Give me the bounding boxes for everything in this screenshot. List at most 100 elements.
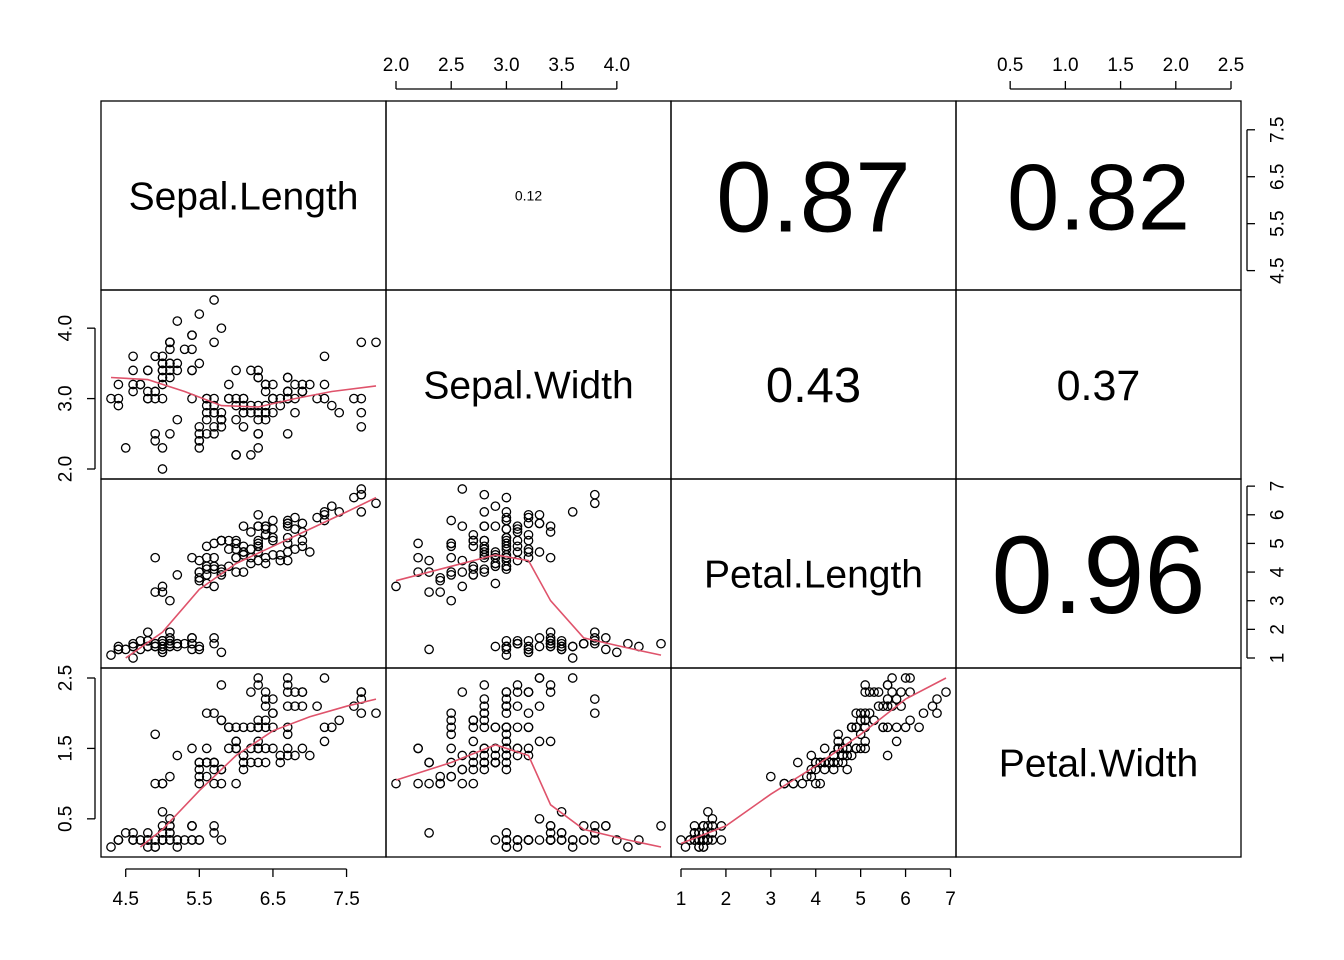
data-point [238,407,249,418]
data-point [501,750,512,761]
panel-frame [100,667,387,858]
data-point [253,715,264,726]
data-point [698,821,709,831]
data-point [246,527,256,537]
data-point [187,821,197,831]
data-point [833,729,844,740]
data-point [446,515,457,526]
data-point [157,372,168,383]
data-point [150,386,161,397]
data-point [545,828,556,838]
data-point [319,351,330,362]
data-point [216,715,227,726]
tick-label: 4.5 [113,889,139,910]
axes-layer: 2.0 2.5 3.0 3.5 4.0 0.5 1.0 1.5 2.0 2.5 4.5 5.5 6.5 7… [56,55,1289,910]
data-point [435,778,446,789]
data-point [446,722,457,733]
data-point [326,501,337,512]
data-point [216,778,227,789]
data-point [371,337,381,348]
data-point [479,564,490,575]
data-point [512,547,523,557]
data-point [680,842,691,852]
data-point [413,567,423,577]
data-point [941,687,951,697]
data-point [297,687,308,697]
tick-label: 6 [1268,509,1289,520]
data-point [253,743,264,754]
data-point [512,638,523,649]
data-point [194,835,205,845]
tick-label: 2.0 [56,456,77,482]
data-point [578,638,589,649]
data-point [260,524,271,534]
variable-label: Petal.Length [704,554,923,597]
data-point [268,515,278,526]
data-point [589,489,600,500]
data-point [479,680,490,690]
data-point [187,743,197,754]
data-point [275,555,286,566]
data-point [534,736,545,747]
data-point [142,627,153,638]
data-point [142,842,153,852]
data-point [165,428,175,439]
data-point [534,633,545,643]
tick-label: 7 [1268,481,1289,492]
data-point [128,641,138,652]
data-point [457,750,468,761]
left-axis-SW: 2.0 3.0 4.0 [56,315,96,482]
data-point [201,541,212,552]
data-point [534,547,545,557]
data-point [106,650,116,660]
data-point [128,351,138,362]
data-point [479,541,490,552]
data-point [209,581,219,592]
data-point [268,379,278,390]
data-point [567,842,578,852]
data-point [187,365,197,376]
data-point [150,393,161,404]
data-point [246,687,256,697]
data-point [253,538,264,549]
data-point [282,372,293,383]
data-point [501,757,512,768]
data-point [246,365,256,376]
data-point [268,708,278,719]
data-point [157,443,168,453]
data-point [501,641,512,652]
data-point [523,547,534,557]
data-point [194,443,205,453]
data-point [698,842,709,852]
data-point [282,743,293,754]
data-point [304,750,315,761]
data-point [113,393,124,404]
data-point [282,386,293,397]
data-point [172,842,183,852]
data-point [201,708,212,719]
data-point [806,771,817,782]
data-point [457,764,468,775]
data-point [231,567,241,577]
data-point [157,365,168,376]
data-point [282,701,293,712]
tick-label: 2 [1268,624,1289,635]
data-point [468,561,479,572]
data-point [512,842,523,852]
data-point [282,729,293,740]
data-point [201,428,212,439]
data-point [815,778,826,789]
data-point [253,414,264,425]
data-point [231,393,241,404]
data-point [209,633,219,643]
data-point [150,729,161,740]
data-point [150,435,161,446]
data-point [846,722,857,733]
data-point [523,722,534,733]
data-point [201,407,212,418]
data-point [479,567,490,577]
data-point [356,708,367,719]
data-point [120,828,131,838]
tick-label: 6.5 [1268,164,1289,190]
data-point [623,842,633,852]
